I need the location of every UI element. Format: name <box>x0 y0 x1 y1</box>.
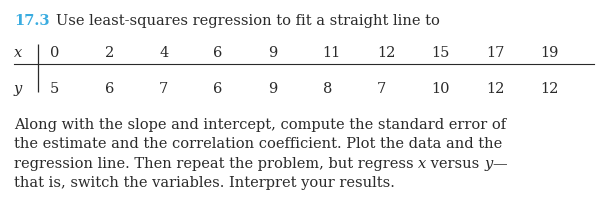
Text: 17: 17 <box>486 46 505 60</box>
Text: 0: 0 <box>50 46 60 60</box>
Text: Use least-squares regression to fit a straight line to: Use least-squares regression to fit a st… <box>56 14 440 28</box>
Text: that is, switch the variables. Interpret your results.: that is, switch the variables. Interpret… <box>14 176 395 191</box>
Text: 17.3: 17.3 <box>14 14 49 28</box>
Text: the estimate and the correlation coefficient. Plot the data and the: the estimate and the correlation coeffic… <box>14 138 502 151</box>
Text: versus: versus <box>426 157 485 171</box>
Text: 8: 8 <box>322 82 332 96</box>
Text: —: — <box>492 157 507 171</box>
Text: 6: 6 <box>213 82 223 96</box>
Text: regression line. Then repeat the problem, but regress: regression line. Then repeat the problem… <box>14 157 418 171</box>
Text: 7: 7 <box>159 82 168 96</box>
Text: 19: 19 <box>541 46 559 60</box>
Text: 10: 10 <box>432 82 450 96</box>
Text: x: x <box>418 157 426 171</box>
Text: 15: 15 <box>432 46 450 60</box>
Text: 12: 12 <box>486 82 505 96</box>
Text: 4: 4 <box>159 46 168 60</box>
Text: 7: 7 <box>377 82 386 96</box>
Text: 9: 9 <box>268 46 277 60</box>
Text: 5: 5 <box>50 82 59 96</box>
Text: 2: 2 <box>105 46 114 60</box>
Text: 9: 9 <box>268 82 277 96</box>
Text: Along with the slope and intercept, compute the standard error of: Along with the slope and intercept, comp… <box>14 118 506 132</box>
Text: 6: 6 <box>213 46 223 60</box>
Text: 11: 11 <box>322 46 340 60</box>
Text: y: y <box>14 82 22 96</box>
Text: 12: 12 <box>377 46 395 60</box>
Text: 6: 6 <box>105 82 114 96</box>
Text: y: y <box>485 157 492 171</box>
Text: x: x <box>14 46 22 60</box>
Text: 12: 12 <box>541 82 559 96</box>
